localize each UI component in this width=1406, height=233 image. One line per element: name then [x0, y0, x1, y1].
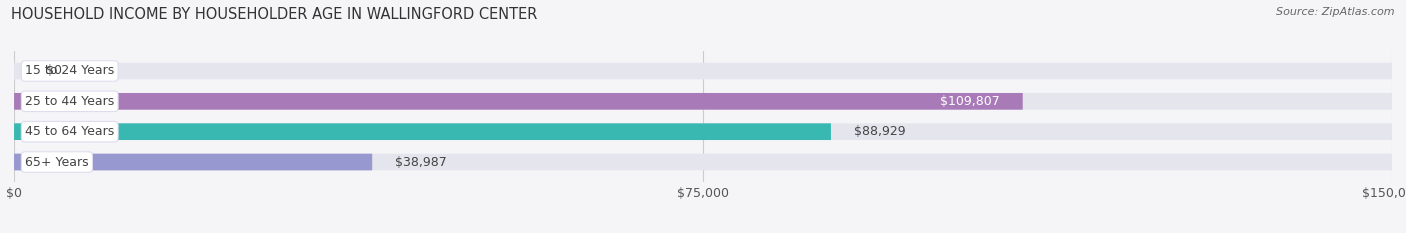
Text: $109,807: $109,807 — [941, 95, 1000, 108]
Text: 45 to 64 Years: 45 to 64 Years — [25, 125, 114, 138]
Text: Source: ZipAtlas.com: Source: ZipAtlas.com — [1277, 7, 1395, 17]
FancyBboxPatch shape — [14, 123, 1392, 140]
Text: $38,987: $38,987 — [395, 155, 447, 168]
FancyBboxPatch shape — [14, 63, 1392, 79]
Text: 25 to 44 Years: 25 to 44 Years — [25, 95, 114, 108]
FancyBboxPatch shape — [14, 154, 1392, 170]
Text: $88,929: $88,929 — [853, 125, 905, 138]
Text: HOUSEHOLD INCOME BY HOUSEHOLDER AGE IN WALLINGFORD CENTER: HOUSEHOLD INCOME BY HOUSEHOLDER AGE IN W… — [11, 7, 537, 22]
Text: 15 to 24 Years: 15 to 24 Years — [25, 65, 114, 78]
Text: 65+ Years: 65+ Years — [25, 155, 89, 168]
Text: $0: $0 — [46, 65, 62, 78]
FancyBboxPatch shape — [14, 123, 831, 140]
FancyBboxPatch shape — [14, 93, 1022, 110]
FancyBboxPatch shape — [14, 154, 373, 170]
FancyBboxPatch shape — [14, 93, 1392, 110]
